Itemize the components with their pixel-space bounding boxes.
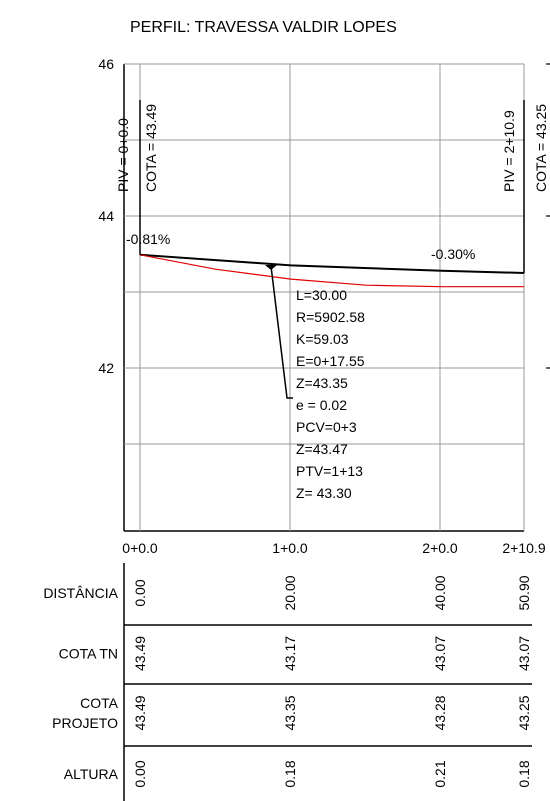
- y-tick-label: 42: [98, 360, 114, 376]
- series-cota-tn: [139, 254, 524, 288]
- curve-info-line: R=5902.58: [296, 309, 365, 325]
- table-row-label: PROJETO: [52, 715, 118, 731]
- chart-grid: [123, 63, 525, 532]
- table-cell: 43.25: [516, 695, 532, 730]
- grade-left-label: -0.81%: [126, 231, 170, 247]
- table-row-label: ALTURA: [64, 766, 119, 782]
- y-tick-label: 44: [98, 208, 114, 224]
- table-row-label: DISTÂNCIA: [43, 585, 118, 601]
- curve-info-line: e = 0.02: [296, 397, 347, 413]
- y-tick-label: 46: [98, 56, 114, 72]
- axis-ticks: 46 44 42 0+0.0 1+0.0 2+0.0 2+10.9: [98, 56, 545, 556]
- piv-end-label: PIV = 2+10.9: [501, 110, 517, 192]
- table-cell: 43.17: [282, 636, 298, 671]
- curve-info-line: L=30.00: [296, 287, 347, 303]
- table-cell: 0.00: [132, 579, 148, 606]
- series-cota-projeto: [139, 253, 525, 274]
- curve-info-line: K=59.03: [296, 331, 349, 347]
- table-cell: 40.00: [432, 575, 448, 610]
- chart-title: PERFIL: TRAVESSA VALDIR LOPES: [130, 19, 397, 36]
- curve-info: L=30.00 R=5902.58 K=59.03 E=0+17.55 Z=43.35 e…: [296, 287, 365, 501]
- table-cell: 43.49: [132, 695, 148, 730]
- curve-info-line: Z=43.47: [296, 441, 348, 457]
- table-cell: 0.18: [282, 760, 298, 787]
- table-cell: 0.00: [132, 760, 148, 787]
- table-cell: 0.21: [432, 760, 448, 787]
- chart-annotations: PIV = 0+0.0 COTA = 43.49 PIV = 2+10.9 COTA …: [115, 63, 550, 369]
- table-cell: 43.28: [432, 695, 448, 730]
- x-tick-label: 2+10.9: [502, 540, 545, 556]
- table-row-label: COTA TN: [59, 646, 118, 662]
- table-cell: 43.49: [132, 636, 148, 671]
- curve-info-line: PTV=1+13: [296, 463, 363, 479]
- table-cell: 43.35: [282, 695, 298, 730]
- chart-series: [139, 100, 525, 399]
- grade-right-label: -0.30%: [431, 246, 475, 262]
- piv-start-label: PIV = 0+0.0: [115, 118, 131, 192]
- x-tick-label: 2+0.0: [422, 540, 458, 556]
- data-table: DISTÂNCIA 0.00 20.00 40.00 50.90 COTA TN 43.49…: [43, 563, 532, 801]
- x-tick-label: 1+0.0: [272, 540, 308, 556]
- table-row-label: COTA: [80, 695, 119, 711]
- table-cell: 0.18: [516, 760, 532, 787]
- table-cell: 43.07: [432, 636, 448, 671]
- table-cell: 50.90: [516, 575, 532, 610]
- curve-info-line: Z= 43.30: [296, 485, 352, 501]
- table-cell: 43.07: [516, 636, 532, 671]
- x-tick-label: 0+0.0: [122, 540, 158, 556]
- curve-info-line: PCV=0+3: [296, 419, 357, 435]
- curve-info-line: E=0+17.55: [296, 353, 365, 369]
- curve-info-line: Z=43.35: [296, 375, 348, 391]
- piv-end-cota: COTA = 43.25: [533, 104, 549, 192]
- curve-leader-arrow: [265, 265, 277, 270]
- piv-start-cota: COTA = 43.49: [143, 104, 159, 192]
- table-cell: 20.00: [282, 575, 298, 610]
- curve-leader-line: [270, 265, 293, 399]
